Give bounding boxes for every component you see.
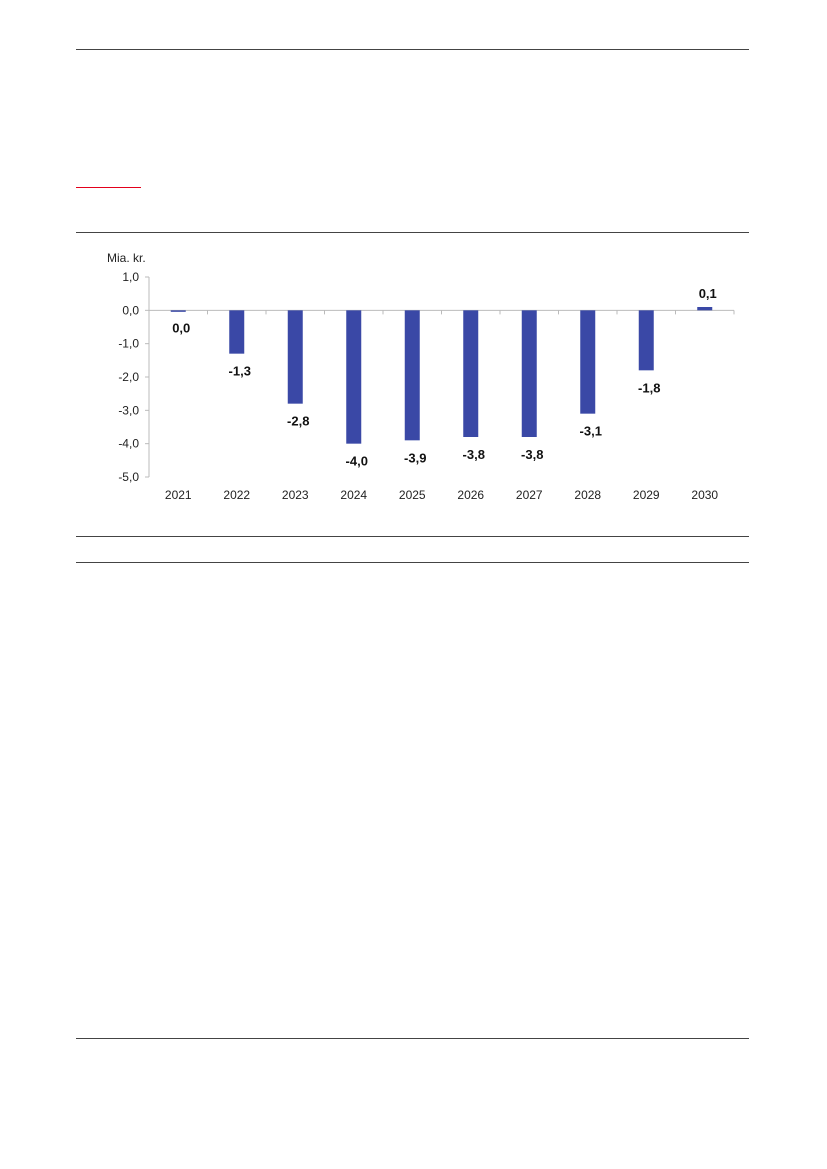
x-tick-label: 2030 — [691, 488, 718, 502]
chart-bottom-rule-2 — [76, 562, 749, 563]
x-tick-label: 2026 — [457, 488, 484, 502]
y-tick-label: 1,0 — [122, 270, 139, 284]
y-tick-label: -1,0 — [118, 337, 139, 351]
data-label: -3,8 — [463, 447, 485, 462]
y-tick-label: 0,0 — [122, 303, 139, 317]
data-label: -1,3 — [229, 364, 251, 379]
bar — [580, 310, 596, 414]
data-label: -2,8 — [287, 414, 309, 429]
bar-chart: Mia. kr. 1,0 0,0 -1,0 -2,0 -3,0 -4,0 -5,0 0,0 -… — [107, 251, 735, 502]
data-label: -3,1 — [580, 424, 602, 439]
x-tick-label: 2023 — [282, 488, 309, 502]
y-tick-label: -3,0 — [118, 403, 139, 417]
y-axis-unit-label: Mia. kr. — [107, 251, 146, 265]
data-label: -3,8 — [521, 447, 543, 462]
y-tick-label: -4,0 — [118, 437, 139, 451]
x-tick-label: 2022 — [223, 488, 250, 502]
bar — [170, 310, 186, 312]
top-rule — [76, 49, 749, 50]
footer-rule — [76, 1038, 749, 1039]
data-label: 0,1 — [699, 286, 717, 301]
data-label: -1,8 — [638, 380, 660, 395]
x-tick-label: 2021 — [165, 488, 192, 502]
x-tick-label: 2029 — [633, 488, 660, 502]
data-label: 0,0 — [172, 320, 190, 335]
chart-top-rule — [76, 232, 749, 233]
x-tick-label: 2024 — [340, 488, 367, 502]
chart-bottom-rule-1 — [76, 536, 749, 537]
bar — [697, 307, 713, 311]
x-tick-label: 2025 — [399, 488, 426, 502]
y-tick-label: -2,0 — [118, 370, 139, 384]
bar — [463, 310, 479, 437]
bar — [521, 310, 537, 437]
y-tick-label: -5,0 — [118, 470, 139, 484]
bar-series — [170, 307, 713, 444]
data-label: -4,0 — [346, 454, 368, 469]
red-accent-rule — [76, 187, 141, 188]
bar — [346, 310, 362, 444]
data-labels: 0,0 -1,3 -2,8 -4,0 -3,9 -3,8 -3,8 -3,1 -1,8 0,1 — [172, 286, 717, 469]
bar — [287, 310, 303, 404]
y-axis-ticks: 1,0 0,0 -1,0 -2,0 -3,0 -4,0 -5,0 — [118, 270, 149, 484]
x-tick-label: 2028 — [574, 488, 601, 502]
bar — [229, 310, 245, 354]
x-axis-ticks: 2021 2022 2023 2024 2025 2026 2027 2028 2029 2030 — [148, 310, 735, 502]
bar — [404, 310, 420, 441]
data-label: -3,9 — [404, 450, 426, 465]
x-tick-label: 2027 — [516, 488, 543, 502]
bar — [638, 310, 654, 371]
